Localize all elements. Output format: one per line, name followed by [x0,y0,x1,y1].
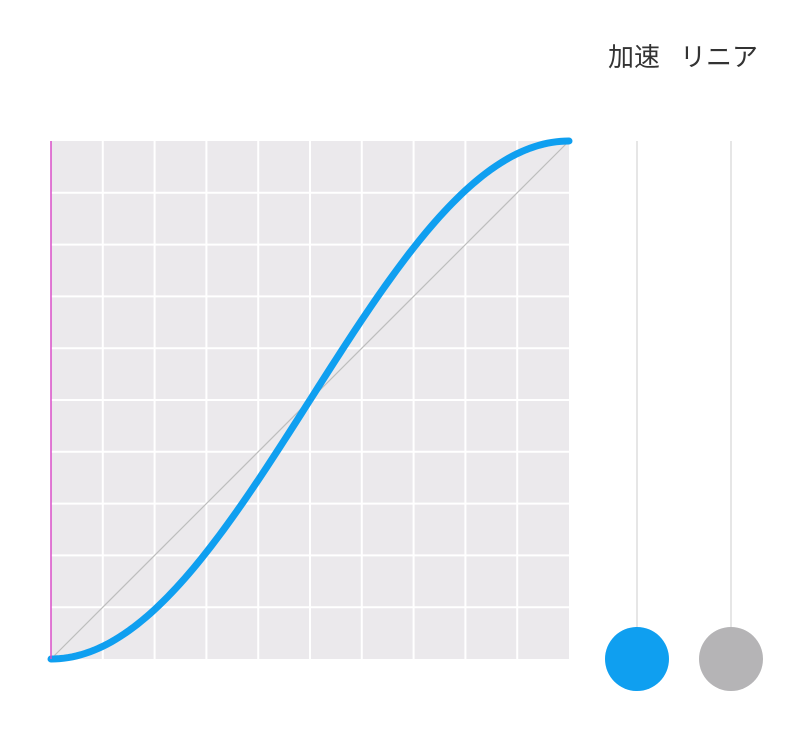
linear-label: リニア [680,43,759,73]
easing-graph [47,137,573,663]
accelerated-track [605,141,669,691]
linear-track [699,141,763,691]
accelerated-ball [605,627,669,691]
ease-in-out-curve [47,137,573,663]
linear-ball [699,627,763,691]
accelerated-label: 加速 [608,43,661,73]
